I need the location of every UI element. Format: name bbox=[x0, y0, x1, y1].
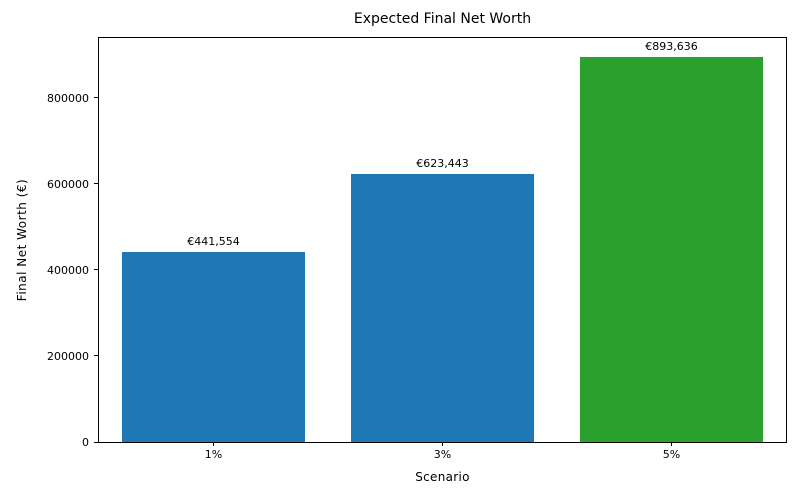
bar-value-label: €441,554 bbox=[187, 234, 240, 248]
y-tick-label: 200000 bbox=[47, 349, 89, 363]
x-tick-mark bbox=[442, 442, 443, 446]
chart-title: Expected Final Net Worth bbox=[353, 11, 532, 27]
x-axis-label: Scenario bbox=[415, 470, 470, 484]
y-axis-label: Final Net Worth (€) bbox=[15, 178, 29, 302]
y-tick-label: 800000 bbox=[47, 91, 89, 105]
y-tick-mark bbox=[94, 269, 98, 271]
y-tick-mark bbox=[94, 183, 98, 185]
bar-1% bbox=[121, 251, 306, 442]
x-tick-label: 3% bbox=[433, 448, 452, 461]
bar-3% bbox=[350, 173, 535, 442]
y-tick-mark bbox=[94, 441, 98, 443]
x-tick-mark bbox=[212, 442, 214, 446]
y-tick-label: 400000 bbox=[47, 263, 89, 277]
x-tick-mark bbox=[671, 442, 672, 446]
y-tick-label: 600000 bbox=[47, 177, 89, 191]
x-tick-label: 5% bbox=[662, 448, 681, 461]
y-tick-mark bbox=[94, 355, 98, 357]
y-tick-mark bbox=[94, 97, 98, 99]
x-tick-label: 1% bbox=[204, 448, 223, 461]
plot-area: 0 200000 400000 600000 800000 €441,554 1% €623,… bbox=[47, 37, 787, 461]
y-tick-label: 0 bbox=[82, 436, 89, 449]
bar-5% bbox=[579, 57, 764, 442]
bar-value-label: €623,443 bbox=[416, 156, 469, 170]
bar-value-label: €893,636 bbox=[645, 40, 698, 54]
